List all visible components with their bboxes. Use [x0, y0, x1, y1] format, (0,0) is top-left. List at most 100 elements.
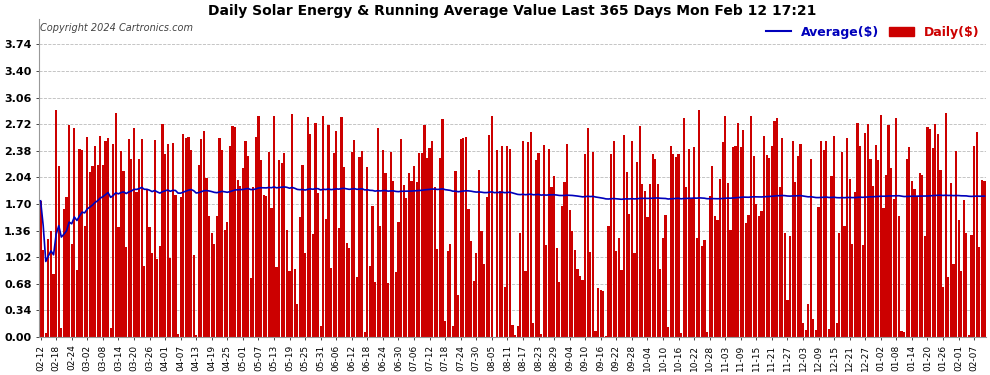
- Bar: [86, 137, 88, 337]
- Bar: [179, 196, 182, 337]
- Bar: [216, 216, 218, 337]
- Bar: [232, 126, 234, 337]
- Bar: [442, 119, 444, 337]
- Bar: [379, 226, 381, 337]
- Bar: [672, 154, 674, 337]
- Bar: [722, 142, 724, 337]
- Bar: [981, 180, 983, 337]
- Legend: Average($), Daily($): Average($), Daily($): [765, 26, 979, 39]
- Bar: [384, 174, 387, 337]
- Bar: [613, 141, 615, 337]
- Bar: [470, 242, 472, 337]
- Bar: [760, 211, 762, 337]
- Bar: [148, 227, 150, 337]
- Bar: [644, 191, 645, 337]
- Bar: [629, 214, 631, 337]
- Bar: [773, 121, 775, 337]
- Bar: [836, 323, 838, 337]
- Bar: [576, 269, 578, 337]
- Bar: [719, 179, 721, 337]
- Bar: [451, 326, 454, 337]
- Bar: [309, 134, 312, 337]
- Bar: [315, 123, 317, 337]
- Bar: [424, 125, 426, 337]
- Bar: [325, 219, 327, 337]
- Bar: [869, 159, 871, 337]
- Bar: [182, 135, 184, 337]
- Bar: [566, 144, 568, 337]
- Bar: [376, 128, 379, 337]
- Bar: [260, 159, 262, 337]
- Bar: [690, 198, 693, 337]
- Bar: [431, 141, 434, 337]
- Bar: [618, 238, 620, 337]
- Bar: [317, 193, 319, 337]
- Bar: [350, 152, 352, 337]
- Bar: [937, 135, 939, 337]
- Bar: [301, 165, 304, 337]
- Bar: [403, 184, 405, 337]
- Bar: [102, 165, 104, 337]
- Bar: [156, 259, 158, 337]
- Bar: [654, 159, 656, 337]
- Bar: [738, 123, 740, 337]
- Bar: [540, 334, 543, 337]
- Bar: [219, 138, 221, 337]
- Bar: [270, 208, 272, 337]
- Bar: [978, 247, 980, 337]
- Bar: [501, 146, 503, 337]
- Bar: [341, 117, 343, 337]
- Bar: [48, 239, 50, 337]
- Bar: [696, 238, 698, 337]
- Bar: [237, 180, 239, 337]
- Bar: [823, 150, 825, 337]
- Bar: [887, 125, 890, 337]
- Bar: [789, 236, 791, 337]
- Bar: [387, 283, 389, 337]
- Bar: [57, 166, 59, 337]
- Bar: [794, 182, 796, 337]
- Bar: [805, 330, 807, 337]
- Bar: [662, 238, 664, 337]
- Bar: [776, 118, 778, 337]
- Bar: [416, 182, 418, 337]
- Bar: [89, 172, 91, 337]
- Bar: [320, 326, 322, 337]
- Bar: [802, 323, 804, 337]
- Bar: [249, 278, 251, 337]
- Bar: [906, 159, 908, 337]
- Bar: [146, 189, 148, 337]
- Bar: [903, 333, 905, 337]
- Bar: [254, 137, 257, 337]
- Bar: [131, 159, 133, 337]
- Bar: [730, 230, 732, 337]
- Bar: [755, 204, 757, 337]
- Bar: [504, 287, 506, 337]
- Bar: [914, 189, 916, 337]
- Bar: [336, 131, 338, 337]
- Bar: [573, 250, 576, 337]
- Bar: [70, 244, 73, 337]
- Bar: [898, 216, 900, 337]
- Bar: [935, 124, 937, 337]
- Bar: [826, 141, 828, 337]
- Bar: [60, 328, 62, 337]
- Bar: [859, 146, 861, 337]
- Bar: [631, 141, 633, 337]
- Bar: [724, 116, 727, 337]
- Bar: [171, 143, 174, 337]
- Bar: [742, 130, 744, 337]
- Bar: [229, 146, 231, 337]
- Bar: [343, 167, 346, 337]
- Title: Daily Solar Energy & Running Average Value Last 365 Days Mon Feb 12 17:21: Daily Solar Energy & Running Average Val…: [208, 4, 817, 18]
- Bar: [330, 268, 333, 337]
- Bar: [815, 330, 817, 337]
- Bar: [874, 146, 877, 337]
- Bar: [185, 138, 187, 337]
- Bar: [581, 280, 584, 337]
- Bar: [128, 139, 130, 337]
- Bar: [288, 271, 291, 337]
- Bar: [363, 332, 366, 337]
- Bar: [533, 323, 535, 337]
- Bar: [924, 236, 926, 337]
